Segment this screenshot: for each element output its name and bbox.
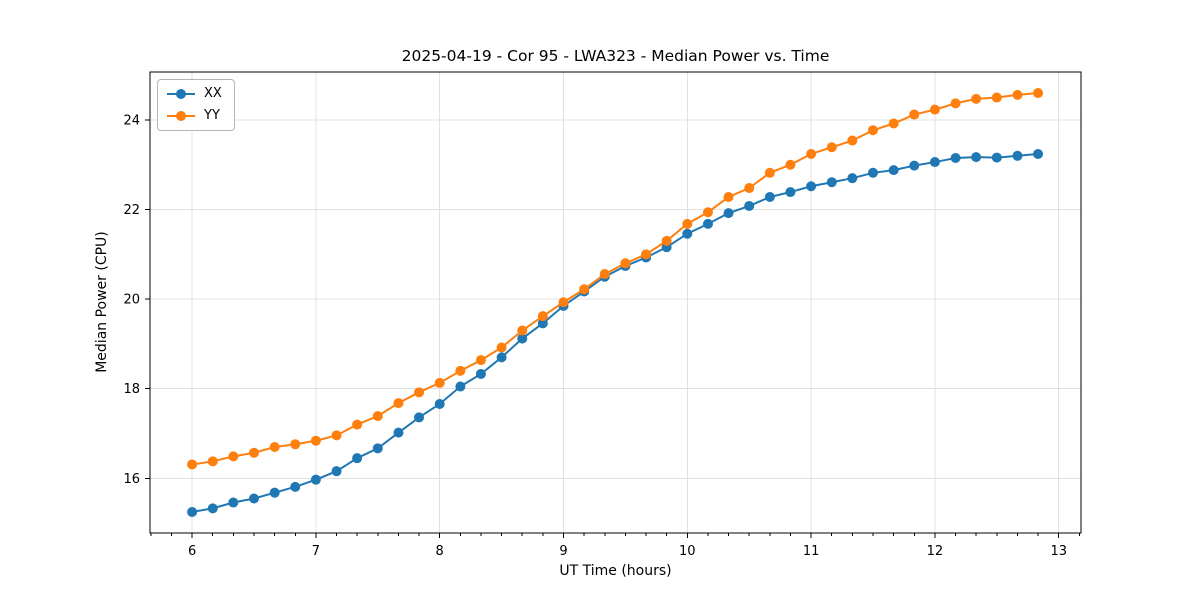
series-YY-markers <box>187 88 1044 470</box>
legend-label-yy: YY <box>204 108 220 123</box>
svg-text:9: 9 <box>559 544 567 559</box>
legend-marker-xx-icon <box>167 89 195 99</box>
legend-marker-yy-icon <box>167 111 195 121</box>
legend-label-xx: XX <box>204 86 222 101</box>
svg-text:22: 22 <box>123 203 140 218</box>
svg-text:6: 6 <box>188 544 196 559</box>
legend: XX YY <box>157 79 235 131</box>
axis-ticks <box>145 119 1080 538</box>
series-YY <box>187 88 1044 470</box>
legend-item-yy: YY <box>166 107 222 125</box>
svg-text:10: 10 <box>679 544 696 559</box>
series-XX-markers <box>187 148 1044 517</box>
svg-text:24: 24 <box>123 113 140 128</box>
svg-text:11: 11 <box>803 544 820 559</box>
y-axis-label-text: Median Power (CPU) <box>94 231 111 373</box>
series-XX <box>187 148 1044 517</box>
legend-item-xx: XX <box>166 85 222 103</box>
svg-text:18: 18 <box>123 382 140 397</box>
axis-tick-labels: 6 7 8 9 10 11 12 13 16 18 20 22 24 <box>123 113 1067 559</box>
svg-text:13: 13 <box>1050 544 1067 559</box>
plot-spines <box>149 71 1082 534</box>
svg-text:8: 8 <box>436 544 444 559</box>
series-XX-line <box>191 152 1039 513</box>
svg-text:12: 12 <box>927 544 944 559</box>
series-YY-line <box>191 92 1039 466</box>
svg-text:20: 20 <box>123 293 140 308</box>
svg-text:7: 7 <box>312 544 320 559</box>
x-axis-label: UT Time (hours) <box>559 563 672 579</box>
chart-title: 2025-04-19 - Cor 95 - LWA323 - Median Po… <box>401 47 830 65</box>
svg-text:16: 16 <box>123 472 140 487</box>
grid <box>150 72 1081 533</box>
